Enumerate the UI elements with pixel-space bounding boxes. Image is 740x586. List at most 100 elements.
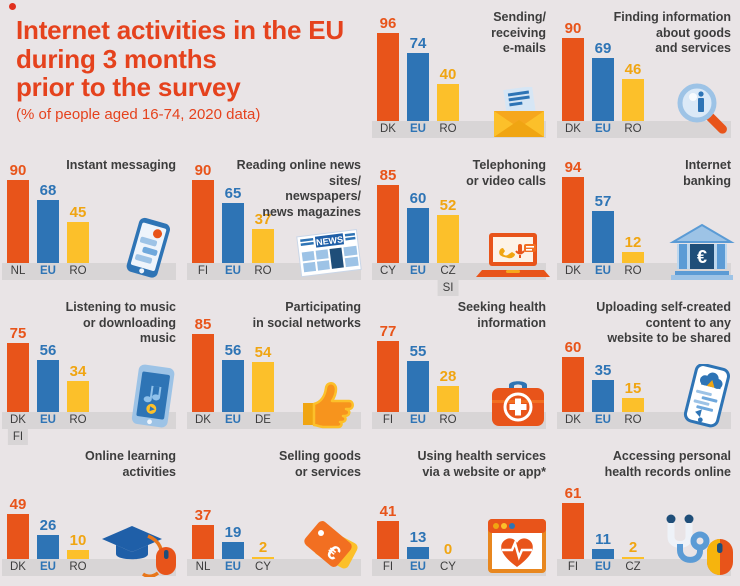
chart-title: Reading online news sites/ newspapers/ n… bbox=[236, 158, 361, 219]
bar-value-label: 85 bbox=[379, 167, 397, 184]
bar bbox=[407, 208, 429, 263]
chart-title: Instant messaging bbox=[66, 158, 176, 172]
bar-column-ro: 12 RO bbox=[622, 234, 644, 280]
bar-column-ro: 40 RO bbox=[437, 66, 459, 138]
bar-group: 60 DK 35 EU 15 RO bbox=[562, 339, 644, 429]
bar bbox=[407, 547, 429, 559]
bar-value-label: 49 bbox=[9, 496, 27, 513]
bar-value-label: 52 bbox=[439, 197, 457, 214]
chart-tile-instant-messaging: 90 NL 68 EU 45 RO Instant messaging bbox=[0, 148, 185, 290]
bar-country-label: CY bbox=[440, 561, 456, 573]
bar-value-label: 19 bbox=[224, 524, 242, 541]
stethoscope-mouse-icon bbox=[651, 513, 735, 577]
bar-country-sublabel: SI bbox=[437, 280, 459, 296]
bar-country-sublabel: FI bbox=[7, 429, 29, 445]
bar bbox=[37, 360, 59, 412]
svg-text:€: € bbox=[697, 247, 707, 267]
bar-value-label: 45 bbox=[69, 204, 87, 221]
bar-column-eu: 11 EU bbox=[592, 531, 614, 576]
title-line-3: prior to the survey bbox=[16, 72, 241, 103]
chart-tile-video-calls: 85 CY 60 EU 52 CZ SI Telephoning or video calls bbox=[370, 148, 555, 296]
bar-column-eu: 68 EU bbox=[37, 182, 59, 280]
chart-tile-health-services: 41 FI 13 EU 0 CY Using health services via a w… bbox=[370, 439, 555, 586]
bar bbox=[7, 180, 29, 263]
bar-country-label: DK bbox=[565, 265, 581, 277]
bar-country-label: EU bbox=[410, 414, 426, 426]
bar-value-label: 40 bbox=[439, 66, 457, 83]
bar-value-label: 35 bbox=[594, 362, 612, 379]
bar-country-label: FI bbox=[197, 265, 209, 277]
bar-country-label: EU bbox=[40, 414, 56, 426]
bar bbox=[222, 203, 244, 263]
bar-column-fi: 61 FI bbox=[562, 485, 584, 576]
header: Internet activities in the EU during 3 m… bbox=[0, 0, 370, 148]
bar-country-label: RO bbox=[69, 561, 87, 573]
bar bbox=[192, 334, 214, 412]
bar bbox=[192, 180, 214, 263]
bar-value-label: 2 bbox=[628, 539, 638, 556]
chart-title: Using health services via a website or a… bbox=[417, 449, 546, 479]
bar bbox=[222, 360, 244, 412]
page-subtitle: (% of people aged 16-74, 2020 data) bbox=[16, 105, 261, 123]
bar-value-label: 77 bbox=[379, 323, 397, 340]
bar-column-fi: 77 FI bbox=[377, 323, 399, 429]
bar-country-label: NL bbox=[195, 561, 211, 573]
bar-column-ro: 15 RO bbox=[622, 380, 644, 429]
bar-country-label: EU bbox=[595, 265, 611, 277]
bar-value-label: 55 bbox=[409, 343, 427, 360]
price-tag-icon: € bbox=[295, 519, 365, 577]
bar bbox=[592, 380, 614, 412]
chart-title: Online learning activities bbox=[85, 449, 176, 479]
bar-value-label: 11 bbox=[595, 531, 611, 548]
chart-tile-online-learning: 49 DK 26 EU 10 RO Online learning activities bbox=[0, 439, 185, 586]
bar bbox=[562, 177, 584, 263]
bar-country-label: FI bbox=[567, 561, 579, 573]
page-title: Internet activities in the EU during 3 m… bbox=[16, 16, 360, 102]
bar-country-label: EU bbox=[410, 561, 426, 573]
bar-value-label: 56 bbox=[39, 342, 57, 359]
bar-country-label: EU bbox=[410, 123, 426, 135]
laptop-call-icon bbox=[476, 231, 550, 281]
bar bbox=[437, 84, 459, 121]
bar-value-label: 57 bbox=[594, 193, 612, 210]
bar-value-label: 28 bbox=[439, 368, 457, 385]
bar-country-label: DK bbox=[565, 123, 581, 135]
chart-baseline-strip bbox=[2, 559, 176, 576]
bar-value-label: 74 bbox=[409, 35, 427, 52]
bar bbox=[252, 362, 274, 412]
bar-value-label: 90 bbox=[9, 162, 27, 179]
chart-title: Internet banking bbox=[683, 158, 731, 188]
bar bbox=[67, 222, 89, 263]
bar-column-ro: 37 RO bbox=[252, 211, 274, 280]
bar-column-eu: 19 EU bbox=[222, 524, 244, 576]
bar-value-label: 0 bbox=[443, 541, 453, 558]
bar-value-label: 12 bbox=[624, 234, 642, 251]
svg-text:NEWS: NEWS bbox=[316, 234, 344, 247]
bar-column-ro: 28 RO bbox=[437, 368, 459, 429]
thumbs-up-icon bbox=[295, 378, 365, 430]
chart-tile-internet-banking: 94 DK 57 EU 12 RO Internet banking € bbox=[555, 148, 740, 290]
bar-value-label: 94 bbox=[564, 159, 582, 176]
bar-value-label: 46 bbox=[624, 61, 642, 78]
bar-value-label: 90 bbox=[564, 20, 582, 37]
bar-column-ro: 34 RO bbox=[67, 363, 89, 429]
bar bbox=[407, 361, 429, 412]
bar-value-label: 26 bbox=[39, 517, 57, 534]
bar-column-cy: 2 CY bbox=[252, 539, 274, 576]
bar-country-label: DK bbox=[10, 414, 26, 426]
chart-tile-music: 75 DK FI 56 EU 34 RO Listening to music or down… bbox=[0, 290, 185, 445]
bar-value-label: 61 bbox=[564, 485, 582, 502]
bar-value-label: 69 bbox=[594, 40, 612, 57]
bar-country-label: RO bbox=[624, 265, 642, 277]
bar-column-eu: 56 EU bbox=[222, 342, 244, 429]
bar-value-label: 75 bbox=[9, 325, 27, 342]
bar-country-label: EU bbox=[225, 265, 241, 277]
bar-value-label: 54 bbox=[254, 344, 272, 361]
bar bbox=[622, 557, 644, 559]
chart-tile-uploading-content: 60 DK 35 EU 15 RO Uploading self-created conte… bbox=[555, 290, 740, 439]
chart-baseline-strip bbox=[557, 559, 731, 576]
bar bbox=[222, 542, 244, 559]
bar-column-fi: 90 FI bbox=[192, 162, 214, 280]
bar-column-ro: 46 RO bbox=[622, 61, 644, 138]
bar-group: 41 FI 13 EU 0 CY bbox=[377, 503, 459, 576]
